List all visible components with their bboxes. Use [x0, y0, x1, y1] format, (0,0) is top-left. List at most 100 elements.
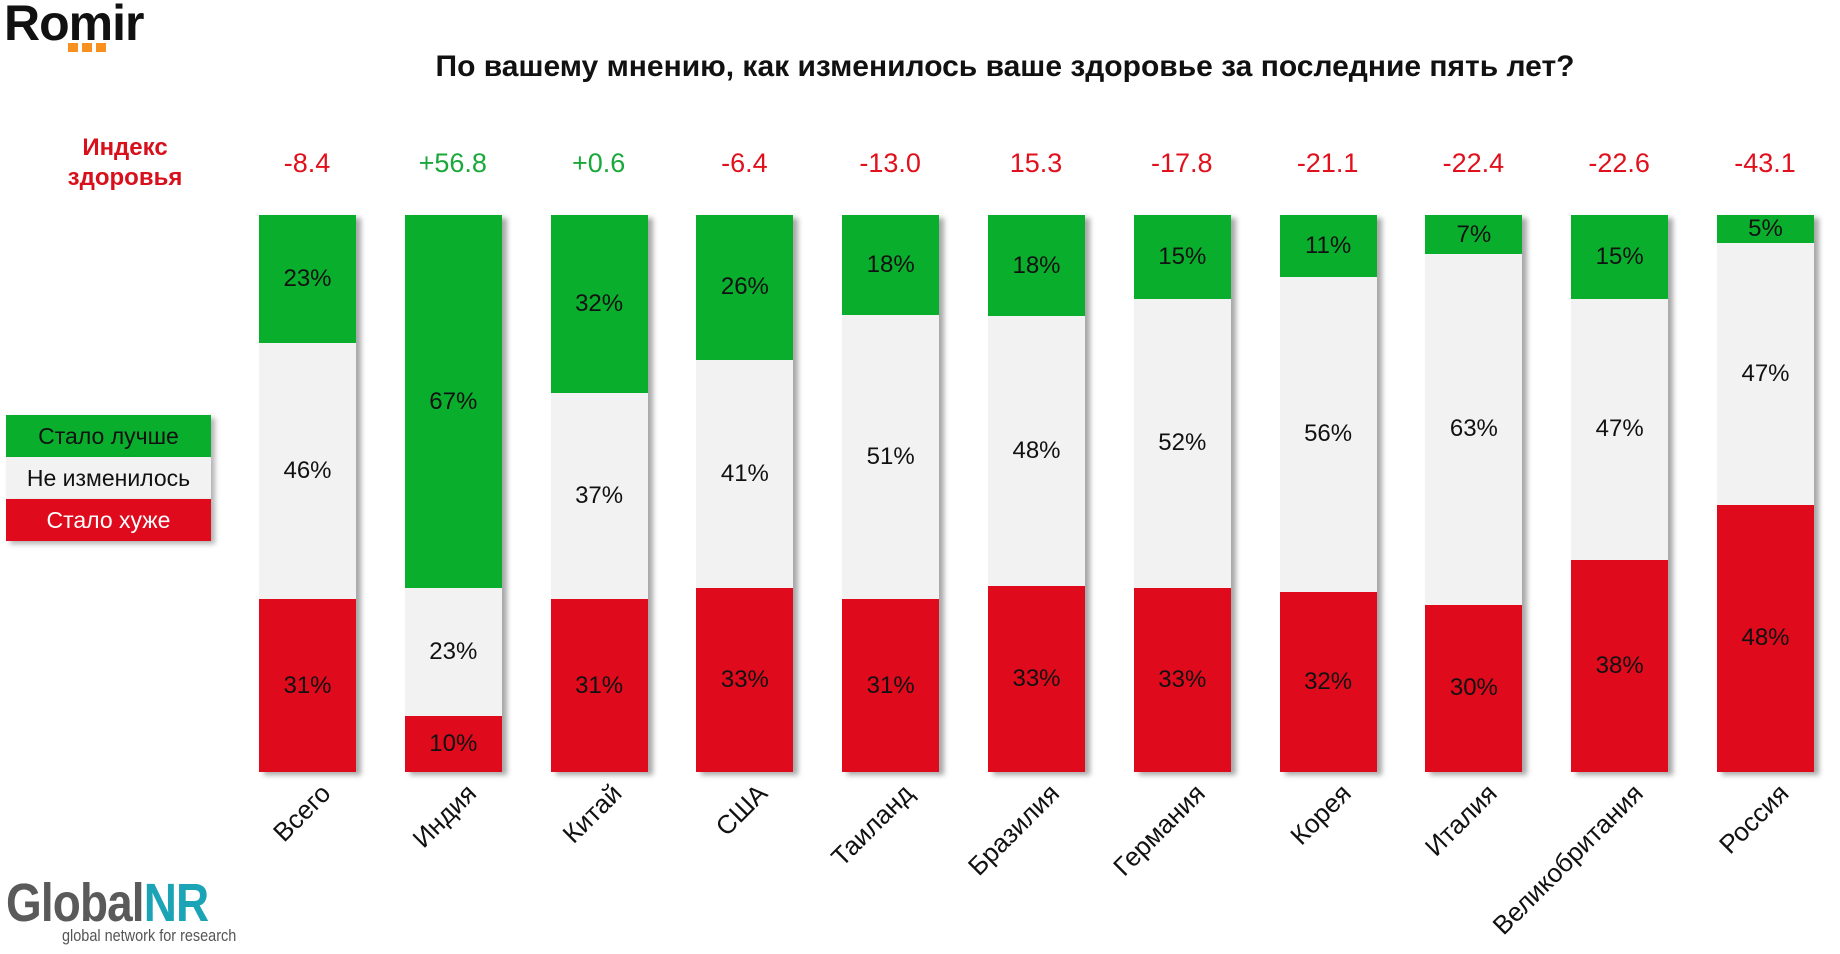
stacked-bar: 31% 37% 32% — [550, 215, 648, 772]
bar-segment: 31% — [842, 599, 940, 772]
bar-segment: 51% — [842, 315, 940, 600]
bar-segment: 31% — [550, 599, 648, 772]
chart-title: По вашему мнению, как изменилось ваше зд… — [435, 50, 1575, 83]
data-label: 47% — [1595, 415, 1644, 443]
data-label: 7% — [1456, 220, 1492, 248]
data-label: 18% — [866, 251, 915, 279]
legend-item-unchanged: Не изменилось — [6, 457, 211, 499]
category-label: США — [710, 778, 774, 842]
logo-dot — [68, 43, 78, 52]
index-value: -17.8 — [1151, 148, 1213, 178]
bar-segment: 15% — [1133, 215, 1231, 299]
bar-segment: 41% — [696, 359, 794, 589]
bar-segment: 15% — [1571, 215, 1669, 299]
data-label: 18% — [1012, 251, 1061, 279]
globalnr-tagline: global network for research — [62, 926, 237, 945]
bar-segment: 18% — [988, 215, 1085, 317]
logo-dot — [82, 43, 92, 52]
data-label: 56% — [1304, 420, 1353, 448]
data-label: 41% — [720, 460, 769, 488]
legend-item-worse: Стало хуже — [6, 499, 211, 541]
data-label: 32% — [575, 290, 624, 318]
stacked-bar: 10% 23% 67% — [404, 215, 502, 772]
index-value: +0.6 — [571, 148, 626, 178]
data-label: 33% — [1012, 665, 1061, 693]
index-label: Индекс здоровья — [67, 134, 183, 191]
index-value: 15.3 — [1009, 148, 1063, 178]
bar-segment: 47% — [1717, 242, 1814, 505]
data-label: 23% — [283, 265, 332, 293]
data-label: 23% — [429, 638, 478, 666]
data-label: 32% — [1304, 667, 1353, 695]
bar-segment: 23% — [404, 588, 502, 717]
data-label: 15% — [1595, 242, 1644, 270]
index-value: -13.0 — [859, 148, 921, 178]
data-label: 15% — [1158, 242, 1207, 270]
data-label: 38% — [1595, 652, 1644, 680]
bar-segment: 26% — [696, 215, 794, 360]
index-value: -22.4 — [1442, 148, 1505, 178]
bar-segment: 52% — [1133, 298, 1231, 589]
data-label: 31% — [283, 671, 332, 699]
data-label: 33% — [1158, 666, 1207, 694]
index-value: -21.1 — [1296, 148, 1359, 178]
category-label: Германия — [1107, 778, 1212, 882]
stacked-bar: 31% 51% 18% — [842, 215, 940, 772]
data-label: 37% — [575, 482, 624, 510]
bar-segment: 23% — [259, 215, 356, 344]
data-label: 63% — [1449, 415, 1498, 443]
data-label: 33% — [720, 666, 769, 694]
bar-segment: 48% — [988, 316, 1085, 587]
index-value: -8.4 — [283, 148, 331, 178]
bar-segment: 37% — [550, 393, 648, 600]
legend-item-better: Стало лучше — [6, 415, 211, 457]
stacked-bar: 33% 52% 15% — [1133, 215, 1231, 772]
index-value: -43.1 — [1734, 148, 1796, 178]
bar-segment: 47% — [1571, 298, 1669, 561]
category-label: Италия — [1418, 778, 1503, 862]
bar-segment: 30% — [1425, 604, 1523, 772]
bar-segment: 63% — [1425, 254, 1523, 605]
data-label: 26% — [720, 273, 769, 301]
bar-segment: 5% — [1717, 215, 1814, 243]
logo-dot — [96, 43, 106, 52]
bar-segment: 56% — [1279, 276, 1377, 592]
data-label: 5% — [1748, 214, 1783, 242]
stacked-bar: 31% 46% 23% — [259, 215, 356, 772]
data-label: 46% — [283, 457, 332, 485]
category-label: Россия — [1712, 778, 1795, 860]
bar-segment: 33% — [988, 586, 1085, 772]
stacked-bar: 30% 63% 7% — [1425, 215, 1523, 772]
data-label: 47% — [1741, 359, 1790, 387]
bar-segment: 46% — [259, 343, 356, 600]
data-label: 51% — [866, 443, 915, 471]
data-label: 52% — [1158, 429, 1207, 457]
data-label: 67% — [429, 387, 478, 415]
bar-segment: 33% — [696, 588, 794, 772]
index-value: -6.4 — [721, 148, 768, 178]
category-label: Таиланд — [825, 778, 920, 872]
bar-segment: 10% — [404, 716, 502, 772]
category-label: Корея — [1284, 778, 1357, 851]
category-label: Всего — [266, 778, 337, 848]
bar-segment: 32% — [1279, 591, 1377, 772]
bar-segment: 48% — [1717, 504, 1814, 772]
data-label: 30% — [1449, 674, 1498, 702]
stacked-bar: 33% 41% 26% — [696, 215, 794, 772]
data-label: 48% — [1741, 624, 1790, 652]
bar-segment: 7% — [1425, 215, 1523, 254]
data-label: 11% — [1304, 231, 1352, 259]
index-value: +56.8 — [418, 148, 487, 178]
index-value: -22.6 — [1588, 148, 1650, 178]
stacked-bar: 32% 56% 11% — [1279, 215, 1377, 772]
bar-segment: 33% — [1133, 588, 1231, 772]
category-label: Китай — [556, 778, 628, 849]
globalnr-logo: GlobalNR — [6, 873, 209, 933]
bar-segment: 31% — [259, 599, 356, 772]
stacked-bar: 48% 47% 5% — [1717, 215, 1814, 772]
category-label: Великобритания — [1486, 778, 1649, 941]
romir-logo: Romir — [4, 0, 144, 52]
bar-segment: 67% — [404, 215, 502, 589]
bar-segment: 11% — [1279, 215, 1377, 277]
bar-segment: 32% — [550, 215, 648, 394]
